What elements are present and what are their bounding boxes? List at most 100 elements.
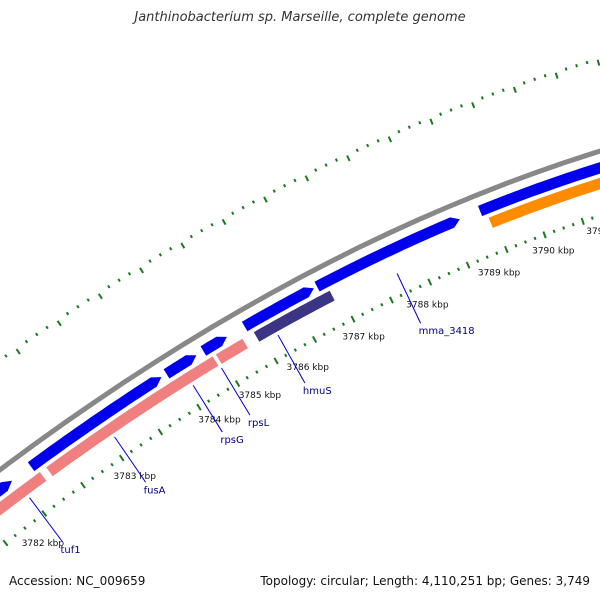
reverse-cds-arrow	[0, 472, 47, 516]
gc-tick-outer	[596, 59, 600, 66]
dark-cds-arrow	[253, 290, 335, 342]
gc-tick-outer	[512, 86, 517, 93]
gc-tick-outer	[376, 139, 380, 143]
gc-tick-outer	[355, 148, 359, 153]
gc-tick-inner	[273, 357, 279, 365]
forward-cds-arrow	[314, 217, 460, 292]
gc-tick-inner	[447, 271, 451, 276]
gc-tick-outer	[387, 136, 393, 143]
orange-cds-arrow	[488, 177, 600, 228]
gc-tick-inner	[562, 226, 566, 230]
gc-tick-outer	[522, 81, 526, 85]
gc-tick-outer	[251, 200, 256, 204]
gc-tick-inner	[23, 526, 27, 530]
gc-tick-inner	[380, 302, 384, 307]
gc-tick-inner	[504, 245, 509, 254]
gc-tick-outer	[501, 88, 505, 92]
gc-tick-inner	[13, 533, 17, 538]
forward-cds-arrow	[27, 377, 162, 472]
reverse-cds-arrow	[178, 356, 219, 387]
kbp-label: 3786 kbp	[287, 363, 330, 373]
gc-tick-outer	[439, 112, 443, 116]
gc-tick-inner	[571, 222, 575, 227]
kbp-label: 3784 kbp	[198, 416, 241, 426]
gc-tick-inner	[399, 293, 403, 298]
gc-tick-inner	[312, 335, 318, 344]
gc-tick-outer	[158, 253, 163, 257]
gc-tick-outer	[56, 320, 62, 327]
gc-tick-inner	[168, 423, 172, 428]
gc-tick-outer	[533, 77, 537, 82]
gc-tick-outer	[241, 205, 245, 210]
gc-tick-inner	[234, 379, 241, 387]
gc-tick-outer	[107, 284, 111, 289]
reverse-cds-track	[0, 338, 248, 516]
gc-tick-outer	[293, 178, 297, 183]
gc-tick-outer	[304, 175, 310, 182]
gene-label: mma_3418	[419, 326, 475, 337]
gene-label: rpsL	[248, 418, 270, 429]
gc-tick-inner	[389, 296, 394, 304]
gc-tick-inner	[361, 312, 365, 317]
gc-tick-inner	[332, 327, 336, 331]
gc-tick-inner	[476, 259, 480, 263]
gc-tick-inner	[52, 504, 56, 509]
kbp-label: 3789 kbp	[478, 268, 521, 278]
gc-tick-outer	[460, 104, 463, 108]
gc-tick-inner	[71, 490, 76, 494]
gc-tick-outer	[86, 298, 90, 302]
gc-tick-outer	[471, 101, 476, 109]
gene-leader-line	[29, 497, 63, 543]
gc-tick-inner	[41, 510, 48, 517]
gc-tick-inner	[187, 411, 191, 416]
reverse-cds-arrow	[215, 338, 248, 364]
forward-cds-arrow	[0, 480, 12, 497]
gc-tick-inner	[245, 375, 249, 380]
gc-tick-outer	[554, 72, 559, 79]
gc-tick-outer	[127, 271, 132, 276]
kbp-label: 3783 kbp	[114, 472, 157, 482]
gc-tick-inner	[110, 462, 114, 467]
gc-tick-outer	[15, 348, 21, 355]
gc-tick-inner	[264, 364, 269, 369]
backbone-track	[0, 148, 600, 474]
kbp-label: 3782 kbp	[22, 539, 65, 549]
forward-cds-arrow	[478, 162, 600, 217]
map-title: Janthinobacterium sp. Marseille, complet…	[134, 10, 466, 25]
gc-tick-outer	[200, 228, 204, 233]
genome-summary: Topology: circular; Length: 4,110,251 bp…	[260, 574, 590, 588]
gc-tick-outer	[564, 67, 568, 71]
gc-tick-inner	[293, 348, 297, 352]
gc-tick-inner	[91, 476, 95, 481]
gc-tick-outer	[117, 278, 121, 283]
gc-tick-outer	[97, 293, 103, 300]
kbp-ruler: 3782 kbp 3783 kbp 3784 kbp 3785 kbp 3786 kbp…	[22, 227, 600, 549]
gc-tick-outer	[449, 108, 453, 112]
gc-tick-inner	[322, 332, 326, 337]
gc-tick-inner	[350, 315, 356, 323]
gc-tick-inner	[80, 481, 86, 489]
gc-tick-inner	[284, 353, 288, 358]
gc-tick-inner	[100, 469, 105, 474]
gc-tick-inner	[129, 449, 134, 454]
gc-tick-outer	[397, 129, 401, 134]
forward-cds-arrow	[200, 336, 227, 356]
gc-tick-inner	[495, 251, 499, 256]
gene-label: fusA	[144, 485, 166, 496]
gc-tick-inner	[226, 387, 230, 392]
gc-tick-inner	[139, 443, 143, 447]
gc-tick-inner	[196, 403, 202, 411]
gc-tick-inner	[206, 399, 211, 403]
gc-tick-outer	[407, 125, 411, 129]
gc-tick-inner	[590, 216, 594, 220]
gc-tick-inner	[465, 261, 471, 269]
gc-tick-inner	[216, 393, 220, 397]
kbp-label: 3791 kbp	[586, 227, 600, 237]
gc-tick-outer	[210, 222, 214, 227]
gc-tick-outer	[418, 120, 422, 125]
kbp-label: 3787 kbp	[342, 332, 385, 342]
gc-tick-outer	[334, 158, 339, 162]
gc-tick-inner	[157, 428, 164, 436]
gc-tick-inner	[255, 370, 259, 374]
gc-tick-inner	[552, 229, 556, 234]
